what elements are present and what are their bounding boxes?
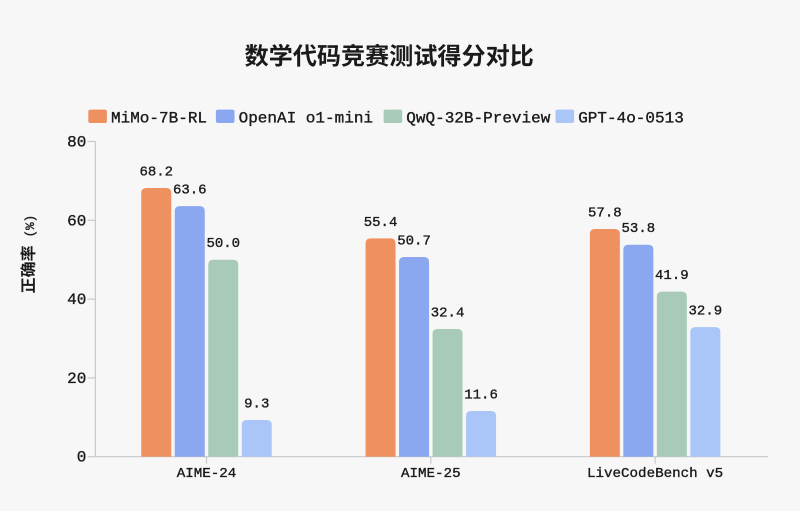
svg-text:MiMo-7B-RL: MiMo-7B-RL: [111, 110, 207, 128]
svg-text:50.7: 50.7: [397, 233, 431, 249]
svg-text:OpenAI o1-mini: OpenAI o1-mini: [239, 110, 373, 128]
svg-text:AIME-24: AIME-24: [177, 466, 237, 482]
svg-text:55.4: 55.4: [364, 215, 398, 231]
svg-text:50.0: 50.0: [206, 236, 240, 252]
svg-text:(%): (%): [24, 215, 38, 238]
svg-text:QwQ-32B-Preview: QwQ-32B-Preview: [406, 110, 550, 128]
svg-text:32.9: 32.9: [689, 304, 723, 320]
svg-text:0: 0: [77, 449, 87, 467]
svg-text:53.8: 53.8: [622, 221, 656, 237]
svg-text:40: 40: [67, 291, 86, 309]
svg-text:63.6: 63.6: [173, 183, 207, 199]
svg-text:60: 60: [67, 212, 86, 230]
svg-text:20: 20: [67, 370, 86, 388]
svg-text:32.4: 32.4: [431, 306, 465, 322]
svg-text:57.8: 57.8: [588, 205, 622, 221]
svg-text:GPT-4o-0513: GPT-4o-0513: [578, 110, 684, 128]
svg-text:9.3: 9.3: [244, 397, 269, 413]
svg-text:11.6: 11.6: [464, 388, 498, 404]
svg-text:68.2: 68.2: [139, 164, 173, 180]
svg-text:LiveCodeBench v5: LiveCodeBench v5: [587, 466, 723, 482]
svg-text:AIME-25: AIME-25: [401, 466, 461, 482]
svg-text:41.9: 41.9: [655, 268, 689, 284]
svg-text:80: 80: [67, 134, 86, 152]
